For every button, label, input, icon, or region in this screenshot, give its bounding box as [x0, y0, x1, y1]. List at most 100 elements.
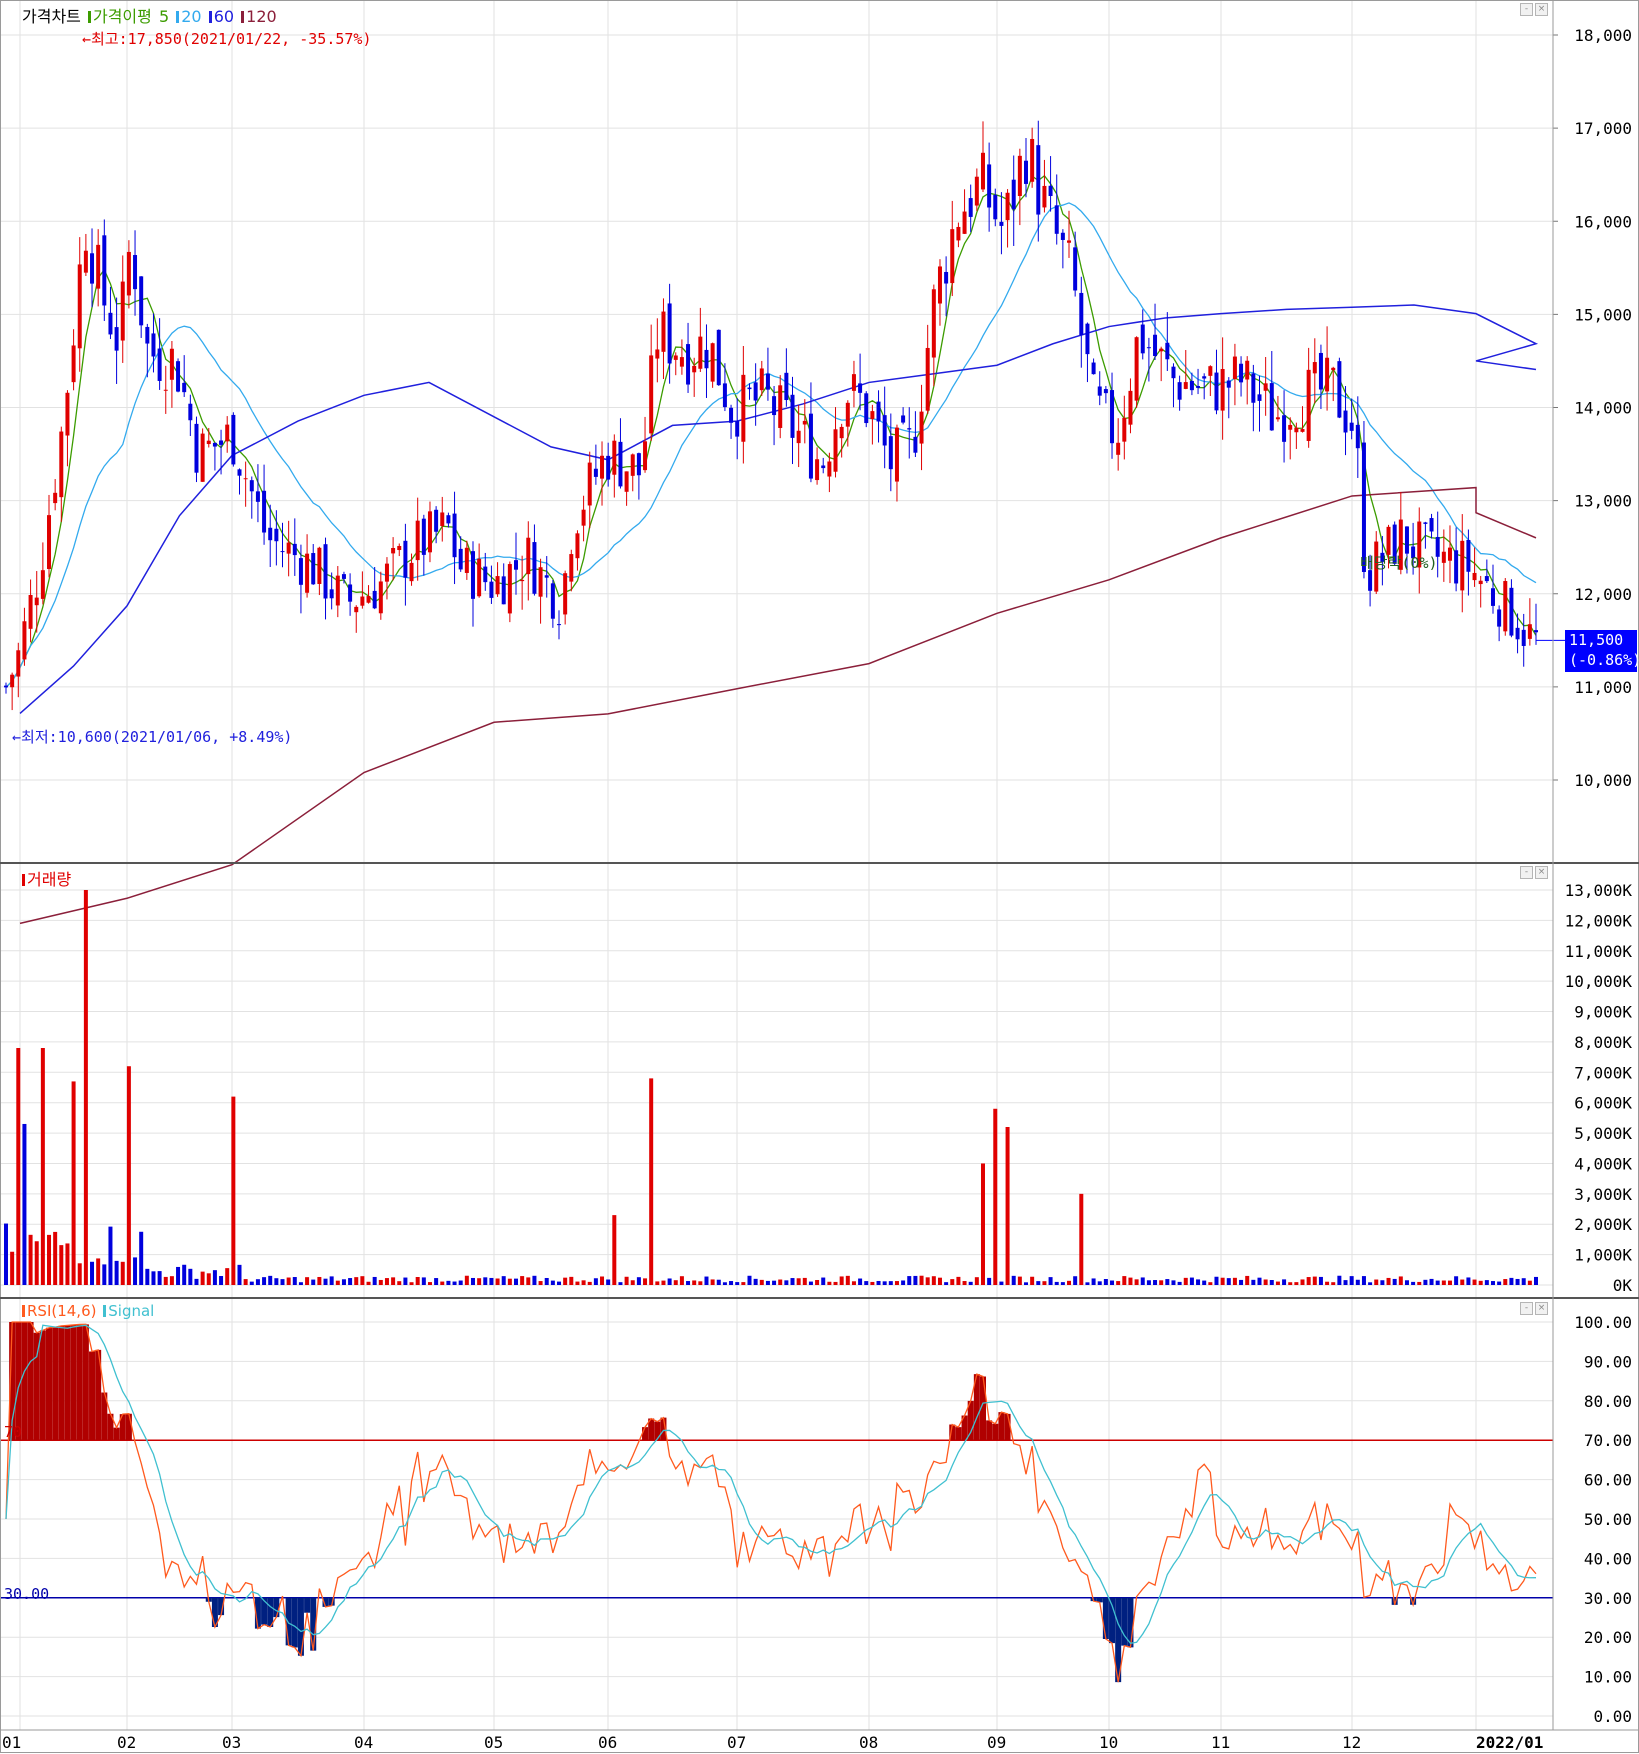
- volume-bar: [569, 1276, 574, 1285]
- candle-body: [827, 461, 832, 477]
- volume-tick-label: 8,000K: [1574, 1033, 1632, 1052]
- candle-body: [1122, 417, 1127, 442]
- volume-bar: [1349, 1276, 1354, 1285]
- candle-body: [120, 281, 125, 341]
- candle-body: [944, 271, 949, 284]
- volume-bar: [581, 1280, 586, 1285]
- price-tick-label: 11,000: [1574, 678, 1632, 697]
- volume-bar: [470, 1277, 475, 1285]
- candle-body: [1208, 366, 1213, 376]
- volume-bar: [845, 1275, 850, 1285]
- volume-bar: [1386, 1277, 1391, 1285]
- volume-bar: [1091, 1278, 1096, 1285]
- price-tick-label: 16,000: [1574, 212, 1632, 231]
- candle-body: [323, 544, 328, 599]
- volume-bar: [772, 1280, 777, 1285]
- price-close-button[interactable]: ×: [1535, 3, 1548, 16]
- volume-bar: [268, 1275, 273, 1285]
- rsi-tick-label: 60.00: [1584, 1471, 1632, 1490]
- candle-body: [1392, 524, 1397, 564]
- price-minimize-button[interactable]: -: [1520, 3, 1533, 16]
- volume-bar: [557, 1281, 562, 1285]
- volume-bar: [526, 1277, 531, 1285]
- volume-bar: [1282, 1279, 1287, 1285]
- volume-bar: [292, 1277, 297, 1285]
- volume-bar: [415, 1277, 420, 1285]
- candle-body: [249, 480, 254, 492]
- candle-body: [722, 383, 727, 408]
- candlesticks: [4, 120, 1538, 711]
- candle-body: [1349, 422, 1354, 431]
- volume-bar: [1466, 1277, 1471, 1285]
- volume-tick-label: 13,000K: [1565, 881, 1633, 900]
- candle-body: [280, 551, 285, 553]
- candle-body: [65, 392, 70, 436]
- candle-body: [1251, 373, 1256, 403]
- candle-body: [1196, 386, 1201, 388]
- candle-body: [1312, 362, 1317, 374]
- volume-close-button[interactable]: ×: [1535, 866, 1548, 879]
- volume-bar: [950, 1279, 955, 1285]
- candle-body: [808, 413, 813, 479]
- candle-body: [993, 194, 998, 220]
- volume-bar: [870, 1281, 875, 1285]
- volume-bar: [858, 1278, 863, 1285]
- volume-bar: [1374, 1279, 1379, 1285]
- volume-bar: [206, 1273, 211, 1285]
- candle-body: [710, 343, 715, 382]
- volume-bar: [286, 1277, 291, 1285]
- volume-bar: [980, 1163, 985, 1285]
- x-tick-label: 10: [1099, 1733, 1118, 1752]
- rsi-close-button[interactable]: ×: [1535, 1302, 1548, 1315]
- volume-bar: [907, 1276, 912, 1285]
- rsi-tick-label: 20.00: [1584, 1628, 1632, 1647]
- candle-body: [83, 250, 88, 273]
- volume-bar: [729, 1281, 734, 1285]
- candle-body: [446, 515, 451, 524]
- candle-body: [1226, 380, 1231, 388]
- volume-bar: [231, 1096, 236, 1285]
- candle-body: [1343, 410, 1348, 433]
- candle-body: [71, 345, 76, 383]
- volume-bar: [790, 1278, 795, 1285]
- volume-minimize-button[interactable]: -: [1520, 866, 1533, 879]
- volume-bar: [1509, 1277, 1514, 1285]
- volume-bar: [329, 1276, 334, 1285]
- volume-bar: [409, 1282, 414, 1285]
- candle-body: [772, 396, 777, 416]
- candle-body: [1017, 155, 1022, 196]
- volume-bar: [446, 1280, 451, 1285]
- volume-bar: [348, 1278, 353, 1285]
- volume-bar: [931, 1276, 936, 1285]
- candle-body: [1466, 539, 1471, 572]
- ma120-line: [19, 486, 1537, 925]
- candle-body: [1454, 550, 1459, 584]
- candle-body: [108, 312, 113, 335]
- rsi-minimize-button[interactable]: -: [1520, 1302, 1533, 1315]
- candle-body: [655, 349, 660, 359]
- volume-bar: [1325, 1281, 1330, 1285]
- volume-bar: [176, 1266, 181, 1285]
- candle-body: [901, 415, 906, 423]
- candle-body: [833, 429, 838, 472]
- candle-body: [704, 349, 709, 369]
- candle-body: [268, 527, 273, 541]
- volume-bar: [452, 1281, 457, 1285]
- candle-body: [1398, 519, 1403, 570]
- candle-body: [22, 621, 27, 660]
- candle-body: [1306, 369, 1311, 441]
- candle-body: [1214, 372, 1219, 411]
- volume-bar: [1079, 1193, 1084, 1285]
- volume-bar: [10, 1251, 15, 1285]
- volume-bar: [225, 1268, 230, 1285]
- candle-body: [1239, 363, 1244, 383]
- volume-bar: [366, 1281, 371, 1285]
- volume-bar: [612, 1215, 617, 1285]
- volume-bar: [1048, 1277, 1053, 1285]
- candle-body: [434, 509, 439, 532]
- volume-bar: [317, 1276, 322, 1285]
- candle-body: [366, 596, 371, 603]
- x-tick-label: 08: [859, 1733, 878, 1752]
- volume-bar: [378, 1279, 383, 1285]
- volume-tick-label: 3,000K: [1574, 1185, 1632, 1204]
